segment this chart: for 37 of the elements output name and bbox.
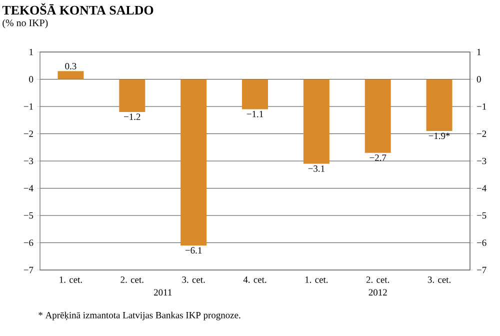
y-tick-label: −2 xyxy=(24,130,33,137)
y-tick-label: 0 xyxy=(29,76,34,82)
x-tick-label: 2. cet. xyxy=(366,276,390,283)
data-label: −2.7 xyxy=(370,154,386,161)
x-tick-label: 4. cet. xyxy=(243,276,266,283)
data-label: 0.3 xyxy=(65,62,76,70)
y-tick-label: −3 xyxy=(24,158,34,164)
y2-tick-label: −5 xyxy=(477,212,486,219)
y2-tick-label: −1 xyxy=(477,103,486,110)
chart-title: TEKOŠĀ KONTA SALDO xyxy=(2,3,154,15)
data-label: −1.9* xyxy=(428,132,450,140)
y2-tick-label: 0 xyxy=(476,76,481,82)
text: 2012 xyxy=(368,289,387,296)
x-tick-label: 3. cet. xyxy=(428,276,450,283)
data-label: −6.1 xyxy=(185,247,202,254)
y2-tick-label: −6 xyxy=(477,240,486,246)
x-tick-label: 1. cet. xyxy=(305,276,328,283)
y2-tick-label: −4 xyxy=(477,185,486,192)
y-tick-label: −6 xyxy=(24,240,34,246)
x-tick-label: 1. cet. xyxy=(60,276,82,283)
text: 2011 xyxy=(154,289,172,296)
y-tick-label: −5 xyxy=(24,212,34,219)
y2-tick-label: 1 xyxy=(477,48,481,56)
y2-tick-label: −3 xyxy=(477,158,486,164)
x-tick-label: 2. cet. xyxy=(120,276,144,283)
data-label: −1.2 xyxy=(124,114,140,120)
y2-tick-label: −2 xyxy=(477,130,486,137)
x-tick-label: 3. cet. xyxy=(182,276,205,283)
y-tick-label: 1 xyxy=(30,48,33,56)
y-tick-label: −1 xyxy=(24,103,33,110)
text: * Aprēķinā izmantota Latvijas Bankas IKP prognoze. xyxy=(38,312,240,320)
y2-tick-label: −7 xyxy=(477,266,486,274)
chart-subtitle: (% no IKP) xyxy=(2,19,48,28)
data-label: −3.1 xyxy=(308,165,324,172)
y-tick-label: −7 xyxy=(24,266,34,274)
y-tick-label: −4 xyxy=(24,185,34,192)
data-label: −1.1 xyxy=(246,110,264,118)
